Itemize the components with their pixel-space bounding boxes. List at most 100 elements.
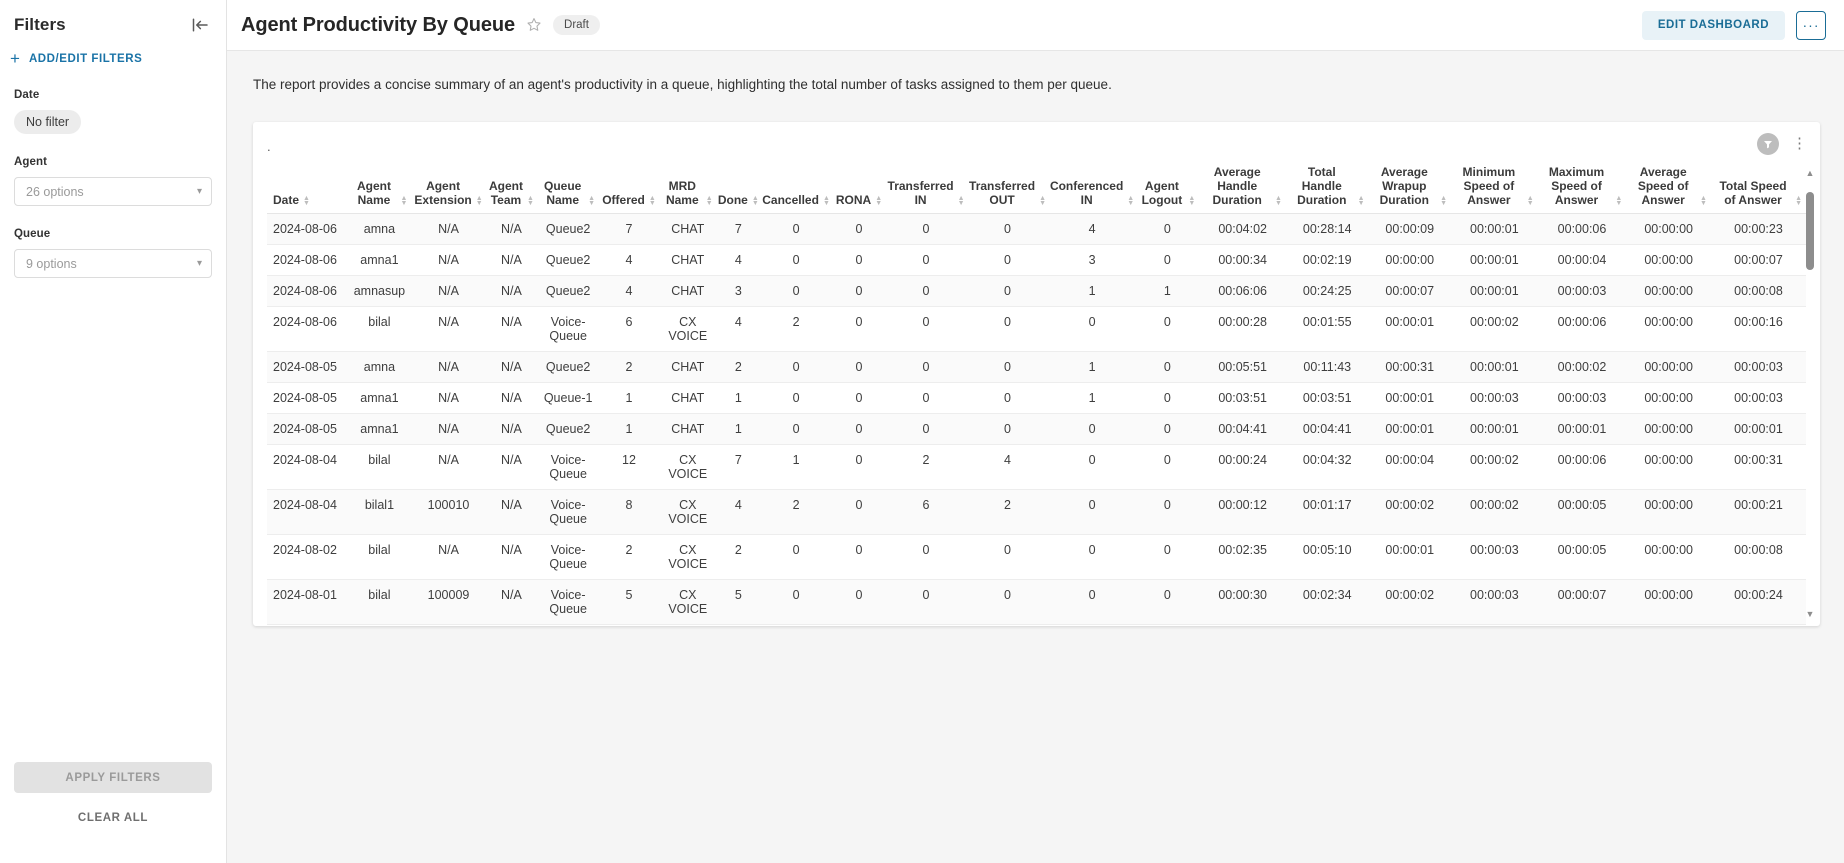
date-filter-chip[interactable]: No filter: [14, 110, 82, 134]
column-header-average-speed-of-answer[interactable]: Average Speed of Answer ▲ ▼: [1626, 165, 1711, 214]
column-header-mrd-name[interactable]: MRD Name ▲ ▼: [658, 165, 717, 214]
table-cell-date: 2024-08-01: [267, 579, 348, 625]
column-header-agent-team[interactable]: Agent Team ▲ ▼: [485, 165, 538, 214]
sort-arrows-icon[interactable]: ▲ ▼: [400, 195, 408, 207]
clear-all-button[interactable]: CLEAR ALL: [14, 802, 212, 833]
sort-arrows-icon[interactable]: ▲ ▼: [957, 195, 965, 207]
sort-arrows-icon[interactable]: ▲ ▼: [751, 195, 759, 207]
column-header-average-handle-duration[interactable]: Average Handle Duration ▲ ▼: [1199, 165, 1286, 214]
table-cell-mrd-name: CHAT: [658, 213, 717, 245]
table-row[interactable]: 2024-08-06 bilal N/A N/A Voice-Queue 6 CX VOIC…: [267, 306, 1806, 352]
edit-dashboard-button[interactable]: EDIT DASHBOARD: [1641, 10, 1785, 40]
column-header-total-speed-of-answer[interactable]: Total Speed of Answer ▲ ▼: [1710, 165, 1806, 214]
collapse-panel-icon[interactable]: [192, 17, 209, 33]
table-cell-agent-team: N/A: [485, 351, 538, 383]
column-header-agent-name[interactable]: Agent Name ▲ ▼: [347, 165, 412, 214]
agent-filter-select[interactable]: 26 options ▾: [14, 177, 212, 206]
table-scroll-container[interactable]: Date ▲ ▼ Agent Name ▲ ▼ Agent Extension ▲ ▼ Agent…: [253, 165, 1820, 625]
column-header-label: Agent Name: [356, 179, 391, 207]
sort-arrows-icon[interactable]: ▲ ▼: [1275, 195, 1282, 207]
sort-arrows-icon[interactable]: ▲ ▼: [875, 195, 883, 207]
sort-arrows-icon[interactable]: ▲ ▼: [1526, 195, 1534, 207]
table-row[interactable]: 2024-08-06 amnasup N/A N/A Queue2 4 CHAT 3 0 0 0 0 1…: [267, 275, 1806, 307]
sort-arrows-icon[interactable]: ▲ ▼: [648, 195, 656, 207]
table-cell-offered: 2: [599, 351, 659, 383]
table-cell-average-wrapup-duration: 00:00:02: [1368, 579, 1452, 625]
table-cell-done: 1: [716, 624, 760, 625]
table-cell-agent-name: bilal: [347, 444, 412, 490]
column-header-total-handle-duration[interactable]: Total Handle Duration ▲ ▼: [1285, 165, 1369, 214]
sort-arrows-icon[interactable]: ▲ ▼: [588, 195, 596, 207]
table-cell-done: 4: [716, 306, 760, 352]
column-header-agent-logout[interactable]: Agent Logout ▲ ▼: [1135, 165, 1200, 214]
column-header-offered[interactable]: Offered ▲ ▼: [599, 165, 659, 214]
vertical-scrollbar[interactable]: ▲ ▼: [1803, 165, 1817, 625]
column-header-queue-name[interactable]: Queue Name ▲ ▼: [537, 165, 600, 214]
scrollbar-thumb[interactable]: [1806, 192, 1814, 270]
scroll-down-arrow-icon[interactable]: ▼: [1805, 609, 1815, 619]
sort-arrows-icon[interactable]: ▲ ▼: [303, 195, 310, 207]
table-cell-transferred-in: 6: [885, 489, 967, 535]
filters-sidebar: Filters + ADD/EDIT FILTERS Date No filte…: [0, 0, 227, 863]
table-row[interactable]: 2024-08-01 bilal 100009 N/A Voice-Queue 5 CX V…: [267, 579, 1806, 625]
table-cell-average-handle-duration: 00:04:02: [1199, 213, 1286, 245]
table-cell-date: 2024-08-05: [267, 382, 348, 414]
table-cell-cancelled: 2: [759, 489, 833, 535]
table-row[interactable]: 2024-08-05 amna1 N/A N/A Queue-1 1 CHAT 1 0 0 0 0 1 0…: [267, 382, 1806, 414]
sort-arrows-icon[interactable]: ▲ ▼: [475, 195, 483, 207]
sort-arrows-icon[interactable]: ▲ ▼: [705, 195, 713, 207]
table-row[interactable]: 2024-08-05 amna1 N/A N/A Queue2 1 CHAT 1 0 0 0 0 0 0 0…: [267, 413, 1806, 445]
table-cell-average-speed-of-answer: 00:00:00: [1626, 244, 1711, 276]
table-row[interactable]: 2024-08-01bilal1100010N/AVoice-Queue1CX …: [267, 624, 1806, 625]
table-cell-transferred-in: 0: [885, 579, 967, 625]
table-cell-rona: 0: [832, 413, 886, 445]
table-cell-total-speed-of-answer: 00:00:23: [1710, 213, 1806, 245]
sort-arrows-icon[interactable]: ▲ ▼: [1188, 195, 1196, 207]
column-header-transferred-out[interactable]: Transferred OUT ▲ ▼: [966, 165, 1049, 214]
column-header-maximum-speed-of-answer[interactable]: Maximum Speed of Answer ▲ ▼: [1537, 165, 1627, 214]
table-row[interactable]: 2024-08-04 bilal1 100010 N/A Voice-Queue 8 CX …: [267, 489, 1806, 535]
column-header-rona[interactable]: RONA ▲ ▼: [832, 165, 886, 214]
sort-arrows-icon[interactable]: ▲ ▼: [1357, 195, 1365, 207]
column-header-cancelled[interactable]: Cancelled ▲ ▼: [759, 165, 833, 214]
column-header-agent-extension[interactable]: Agent Extension ▲ ▼: [411, 165, 486, 214]
column-header-date[interactable]: Date ▲ ▼: [267, 165, 348, 214]
column-header-conferenced-in[interactable]: Conferenced IN ▲ ▼: [1048, 165, 1136, 214]
table-cell-average-wrapup-duration: 00:00:01: [1368, 306, 1452, 352]
star-outline-icon[interactable]: [526, 17, 542, 33]
funnel-icon[interactable]: [1757, 132, 1779, 155]
scrollbar-track[interactable]: [1803, 178, 1817, 610]
column-header-done[interactable]: Done ▲ ▼: [716, 165, 760, 214]
table-cell-average-handle-duration: 00:00:12: [1199, 489, 1286, 535]
more-options-button[interactable]: ···: [1796, 10, 1826, 40]
sort-arrows-icon[interactable]: ▲ ▼: [1127, 195, 1135, 207]
column-header-average-wrapup-duration[interactable]: Average Wrapup Duration ▲ ▼: [1368, 165, 1452, 214]
table-row[interactable]: 2024-08-05 amna N/A N/A Queue2 2 CHAT 2 0 0 0 0 1 0 00…: [267, 351, 1806, 383]
sort-arrows-icon[interactable]: ▲ ▼: [1440, 195, 1448, 207]
sort-arrows-icon[interactable]: ▲ ▼: [1615, 195, 1623, 207]
column-header-minimum-speed-of-answer[interactable]: Minimum Speed of Answer ▲ ▼: [1451, 165, 1538, 214]
scroll-up-arrow-icon[interactable]: ▲: [1805, 168, 1815, 178]
apply-filters-button[interactable]: APPLY FILTERS: [14, 762, 212, 793]
table-cell-maximum-speed-of-answer: 00:00:05: [1537, 534, 1627, 580]
table-cell-total-handle-duration: 00:02:19: [1285, 244, 1369, 276]
add-edit-filters-button[interactable]: + ADD/EDIT FILTERS: [0, 40, 226, 67]
sort-arrows-icon[interactable]: ▲ ▼: [1700, 195, 1707, 207]
column-header-label: Agent Team: [488, 179, 523, 207]
sort-arrows-icon[interactable]: ▲ ▼: [1039, 195, 1046, 207]
sort-arrows-icon[interactable]: ▲ ▼: [526, 195, 534, 207]
queue-filter-select[interactable]: 9 options ▾: [14, 249, 212, 278]
table-row[interactable]: 2024-08-02 bilal N/A N/A Voice-Queue 2 CX VOIC…: [267, 534, 1806, 580]
column-header-transferred-in[interactable]: Transferred IN ▲ ▼: [885, 165, 967, 214]
panel-menu-icon[interactable]: ⋮: [1792, 135, 1808, 152]
sort-arrows-icon[interactable]: ▲ ▼: [822, 195, 830, 207]
table-cell-minimum-speed-of-answer: 00:00:03: [1451, 534, 1538, 580]
table-cell-done: 1: [716, 413, 760, 445]
table-row[interactable]: 2024-08-06 amna N/A N/A Queue2 7 CHAT 7 0 0 0 0 4 0 00…: [267, 213, 1806, 245]
table-row[interactable]: 2024-08-04 bilal N/A N/A Voice-Queue 12 CX VOI…: [267, 444, 1806, 490]
table-cell-minimum-speed-of-answer: 00:00:02: [1451, 489, 1538, 535]
table-row[interactable]: 2024-08-06 amna1 N/A N/A Queue2 4 CHAT 4 0 0 0 0 3 0 0…: [267, 244, 1806, 276]
sort-arrows-icon[interactable]: ▲ ▼: [1795, 195, 1802, 207]
table-cell-queue-name: Queue2: [537, 351, 600, 383]
table-cell-date: 2024-08-04: [267, 489, 348, 535]
